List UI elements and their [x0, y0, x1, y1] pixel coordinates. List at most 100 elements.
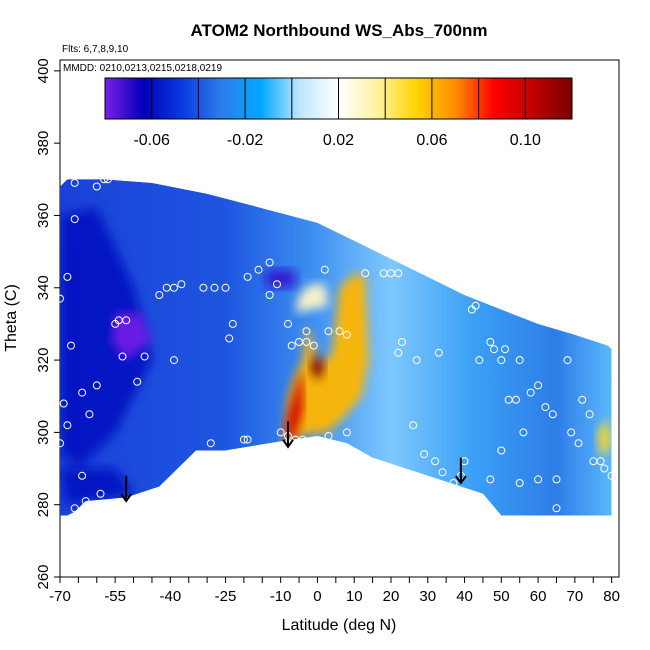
sample-point	[501, 345, 509, 354]
arrow-head	[282, 439, 294, 449]
sample-point	[302, 338, 311, 346]
sample-point	[254, 265, 263, 274]
hot-patch	[295, 284, 329, 314]
sample-point	[548, 410, 557, 419]
colorbar-tick-label: 0.06	[416, 132, 447, 149]
sample-point	[265, 258, 274, 267]
dates-label: MMDD: 0210,0213,0215,0218,0219	[63, 63, 222, 74]
hot-patch	[310, 352, 325, 382]
sample-point	[324, 327, 333, 336]
sample-point	[519, 428, 528, 437]
x-tick-label: -25	[215, 588, 237, 605]
flights-label: Flts: 6,7,8,9,10	[62, 44, 129, 55]
cold-patch	[60, 208, 152, 469]
sample-point	[70, 215, 79, 224]
sample-point	[471, 301, 480, 310]
x-tick-label: 10	[346, 588, 363, 605]
sample-point	[96, 489, 105, 498]
sample-point	[78, 471, 87, 480]
sample-point	[177, 280, 186, 289]
colorbar-tick-label: 0.02	[323, 132, 354, 149]
sample-point	[534, 475, 543, 484]
colorbar-tick-label: -0.06	[133, 132, 170, 149]
sample-point	[578, 395, 587, 404]
y-axis: 260 280 300 320 340 360 380 400	[35, 58, 60, 590]
sample-point	[497, 446, 506, 455]
sample-point	[133, 377, 142, 386]
hot-patch	[284, 367, 303, 440]
sample-point	[515, 479, 524, 487]
sample-point	[140, 352, 149, 361]
colorbar-tick-label: 0.10	[510, 132, 541, 149]
sample-point	[92, 182, 101, 191]
sample-point	[265, 291, 274, 299]
x-tick-label: 0	[313, 588, 321, 605]
sample-point	[100, 175, 109, 184]
cold-patch	[111, 313, 152, 361]
sample-point	[206, 439, 215, 448]
hot-patch	[284, 273, 369, 444]
sample-point	[585, 410, 594, 419]
data-field	[60, 179, 612, 516]
sample-point	[287, 341, 296, 350]
sample-point	[210, 283, 219, 292]
sample-point	[118, 352, 127, 361]
sample-point	[342, 428, 351, 437]
y-tick-label: 380	[35, 131, 52, 156]
sample-point	[434, 348, 443, 357]
sample-point	[534, 381, 543, 390]
sample-point	[596, 457, 605, 466]
sample-point	[486, 338, 495, 346]
x-tick-label: 40	[456, 588, 473, 605]
sample-point	[85, 410, 94, 419]
sample-point	[155, 291, 164, 299]
sample-point	[361, 269, 370, 278]
y-tick-label: 260	[35, 564, 52, 589]
x-tick-label: 30	[419, 588, 436, 605]
y-axis-label: Theta (C)	[3, 284, 20, 352]
sample-point	[225, 334, 234, 343]
sample-point	[302, 327, 311, 336]
x-tick-label: -70	[49, 588, 71, 605]
sample-point	[70, 504, 79, 513]
sample-point	[221, 283, 230, 292]
x-tick-label: 70	[567, 588, 584, 605]
x-tick-label: 60	[530, 588, 547, 605]
sample-point	[56, 439, 64, 448]
sample-point	[324, 432, 333, 440]
sample-point	[512, 395, 520, 404]
sample-point	[490, 345, 498, 354]
x-axis-label: Latitude (deg N)	[282, 617, 397, 634]
sample-point	[486, 475, 495, 484]
sample-point	[574, 439, 583, 448]
sample-point	[563, 356, 572, 365]
y-tick-label: 400	[35, 58, 52, 83]
sample-point	[63, 272, 72, 281]
sample-point	[320, 265, 329, 274]
sample-point	[67, 341, 75, 350]
data-points	[56, 175, 616, 513]
sample-point	[103, 175, 112, 184]
cold-patch	[60, 468, 134, 505]
sample-point	[243, 272, 252, 281]
sample-point	[111, 319, 120, 328]
arrow-head	[455, 475, 467, 485]
sample-point	[552, 475, 561, 484]
sample-point	[284, 319, 292, 328]
sample-point	[56, 294, 64, 303]
field-region	[60, 179, 612, 516]
chart-title: ATOM2 Northbound WS_Abs_700nm	[191, 21, 488, 40]
colorbar-tick-label: -0.02	[227, 132, 264, 149]
arrow-head	[120, 493, 133, 503]
y-tick-label: 320	[35, 348, 52, 373]
y-tick-label: 280	[35, 492, 52, 517]
sample-point	[600, 464, 609, 473]
sample-point	[199, 283, 208, 292]
y-tick-label: 360	[35, 203, 52, 228]
sample-point	[122, 316, 131, 325]
sample-point	[342, 330, 351, 339]
sample-point	[273, 280, 281, 289]
sample-point	[81, 497, 90, 506]
sample-point	[497, 356, 506, 365]
